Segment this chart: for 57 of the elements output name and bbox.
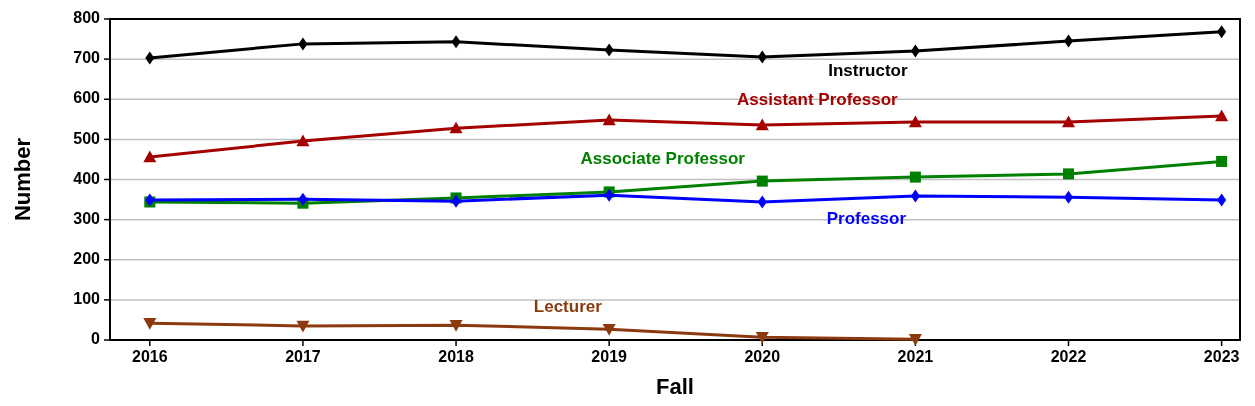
point [298, 192, 308, 206]
x-tick-label: 2018 [438, 348, 474, 365]
point [602, 113, 616, 126]
series-label: Associate Professor [580, 148, 746, 168]
point [755, 331, 769, 344]
point [451, 194, 461, 208]
x-axis-title: Fall [656, 374, 694, 399]
y-axis-title: Number [10, 137, 35, 222]
y-tick-label: 400 [73, 169, 101, 187]
point [449, 121, 463, 134]
point [910, 189, 920, 203]
x-tick-label: 2021 [897, 348, 934, 365]
y-tick-label: 100 [73, 290, 101, 308]
x-tick-label: 2017 [285, 348, 321, 365]
y-tick-label: 300 [73, 209, 101, 227]
point [604, 43, 614, 57]
point [909, 171, 921, 183]
point [449, 319, 463, 332]
point [1062, 115, 1076, 128]
x-tick-label: 2022 [1050, 348, 1087, 365]
y-tick-label: 600 [73, 89, 101, 107]
point [604, 188, 614, 202]
point [757, 50, 767, 64]
point [1217, 193, 1227, 207]
x-tick-label: 2023 [1203, 348, 1240, 365]
point [296, 134, 310, 147]
point [451, 35, 461, 49]
point [143, 317, 157, 330]
point [1215, 109, 1229, 122]
point [910, 44, 920, 58]
y-tick-label: 200 [73, 249, 101, 267]
series-label: Instructor [828, 61, 908, 81]
point [1217, 25, 1227, 39]
x-tick-label: 2016 [132, 348, 168, 365]
point [756, 175, 768, 187]
series-label: Lecturer [533, 297, 603, 317]
point [908, 115, 922, 128]
x-tick-label: 2019 [591, 348, 628, 365]
point [1063, 190, 1074, 204]
point [755, 118, 769, 131]
point [298, 37, 308, 51]
y-tick-label: 0 [91, 330, 101, 348]
point [602, 323, 616, 336]
point [145, 51, 155, 65]
point [1216, 155, 1228, 167]
point [143, 150, 157, 163]
series-label: Professor [826, 208, 907, 228]
x-tick-label: 2020 [744, 348, 781, 365]
y-tick-label: 800 [73, 9, 101, 27]
point [296, 320, 310, 333]
y-tick-label: 700 [73, 49, 101, 67]
point [757, 195, 767, 209]
point [1062, 168, 1075, 180]
y-tick-label: 500 [73, 129, 101, 147]
point [908, 334, 922, 346]
point [1063, 34, 1074, 48]
series-label: Assistant Professor [737, 89, 899, 109]
